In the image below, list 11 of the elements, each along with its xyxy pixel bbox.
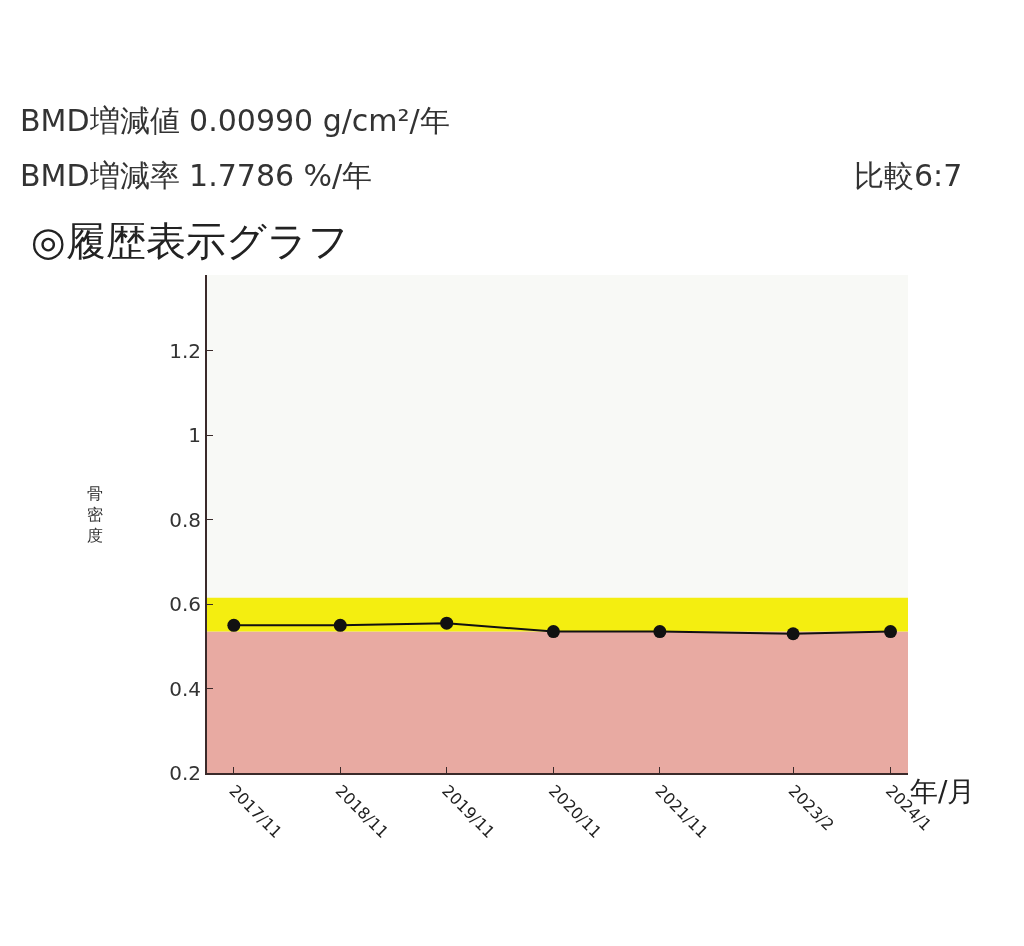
y-tick-label: 0.2	[169, 761, 201, 785]
y-tick-label: 1.2	[169, 338, 201, 363]
y-tick-label: 0.8	[169, 507, 201, 532]
y-tick-label: 1	[188, 423, 201, 448]
text: BMD増減率 1.7786 %/年	[20, 158, 373, 193]
chart-title: ◎履歴表示グラフ	[30, 218, 349, 265]
y-tick-label: 0.6	[169, 592, 201, 617]
y-axis-title: 骨密度	[87, 484, 103, 545]
text: 比較6:7	[854, 158, 963, 193]
y-tick-label: 0.4	[169, 676, 201, 701]
text: BMD増減値 0.00990 g/cm²/年	[20, 103, 450, 138]
